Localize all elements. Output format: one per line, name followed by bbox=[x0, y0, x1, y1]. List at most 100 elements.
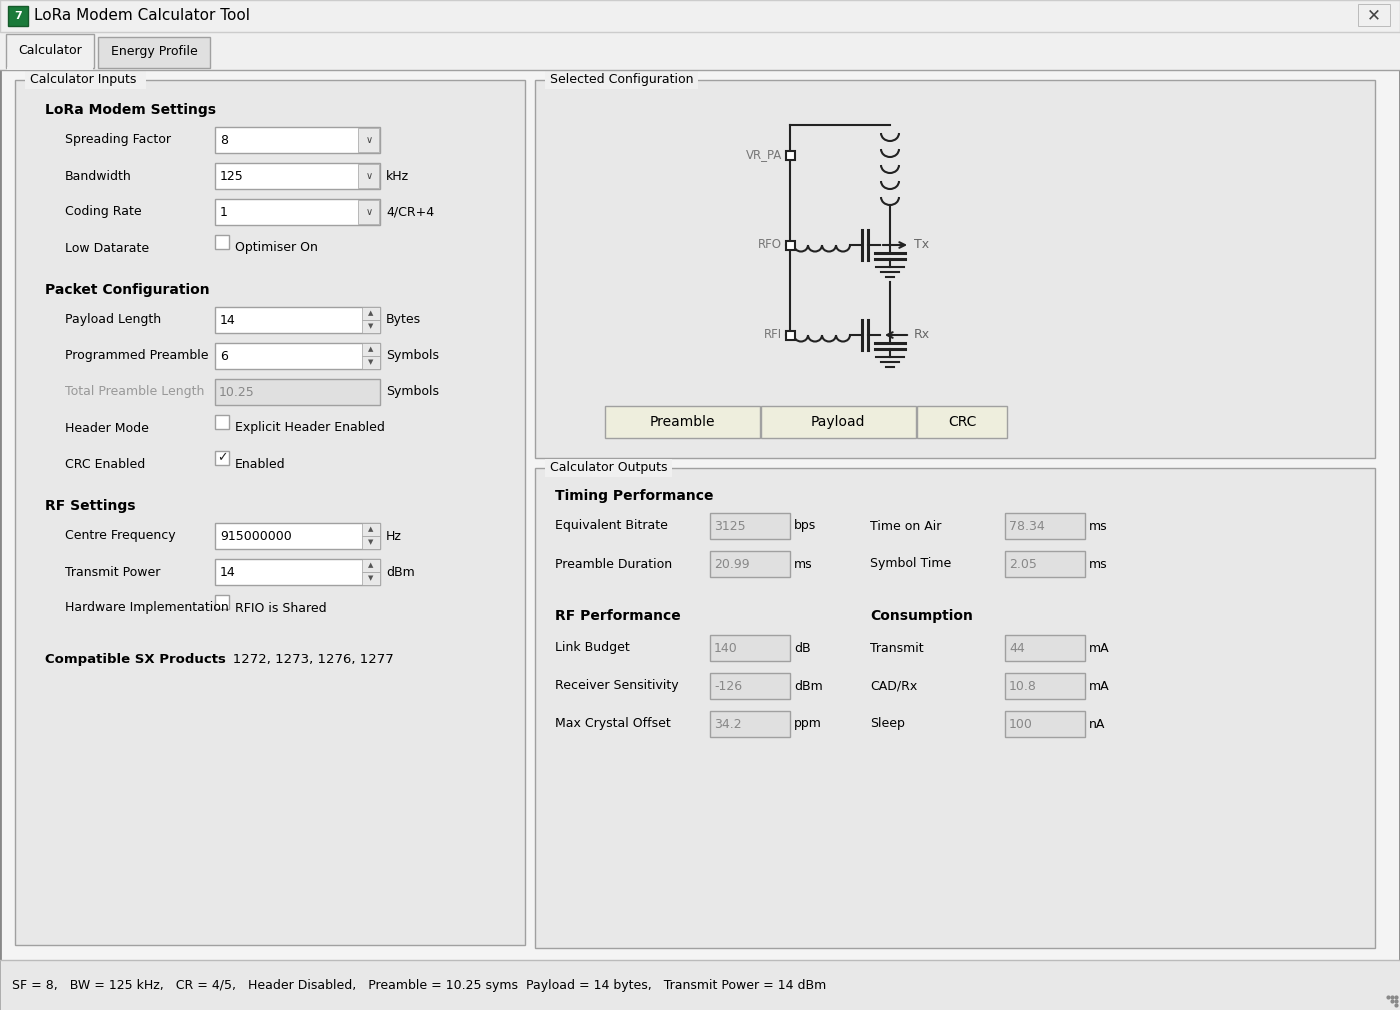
Text: Tx: Tx bbox=[914, 238, 930, 251]
Text: Payload: Payload bbox=[811, 415, 865, 429]
Text: Transmit: Transmit bbox=[869, 641, 924, 654]
Text: Energy Profile: Energy Profile bbox=[111, 45, 197, 59]
Text: 7: 7 bbox=[14, 11, 22, 21]
Text: ▲: ▲ bbox=[368, 526, 374, 532]
Text: Symbols: Symbols bbox=[386, 349, 440, 363]
Bar bbox=[0, 0, 1400, 32]
Bar bbox=[710, 513, 790, 539]
Text: ms: ms bbox=[794, 558, 812, 571]
Bar bbox=[363, 343, 379, 356]
Text: Preamble: Preamble bbox=[650, 415, 715, 429]
Text: ∨: ∨ bbox=[365, 135, 372, 145]
Text: 4/CR+4: 4/CR+4 bbox=[386, 205, 434, 218]
Text: Explicit Header Enabled: Explicit Header Enabled bbox=[235, 421, 385, 434]
Bar bbox=[216, 559, 379, 585]
Bar bbox=[1005, 711, 1085, 737]
Bar bbox=[358, 164, 379, 188]
Text: ▼: ▼ bbox=[368, 539, 374, 545]
Bar bbox=[6, 34, 94, 68]
Text: RFO: RFO bbox=[757, 238, 783, 251]
Bar bbox=[710, 711, 790, 737]
Text: Sleep: Sleep bbox=[869, 717, 904, 730]
Bar bbox=[216, 163, 379, 189]
Bar bbox=[545, 459, 672, 477]
Text: mA: mA bbox=[1089, 641, 1110, 654]
Text: 14: 14 bbox=[220, 566, 235, 579]
Text: 1: 1 bbox=[220, 205, 228, 218]
Text: 14: 14 bbox=[220, 313, 235, 326]
Bar bbox=[363, 536, 379, 549]
Text: Receiver Sensitivity: Receiver Sensitivity bbox=[554, 680, 679, 693]
Text: Link Budget: Link Budget bbox=[554, 641, 630, 654]
Text: VR_PA: VR_PA bbox=[746, 148, 783, 162]
Text: dBm: dBm bbox=[794, 680, 823, 693]
Text: CAD/Rx: CAD/Rx bbox=[869, 680, 917, 693]
Text: Total Preamble Length: Total Preamble Length bbox=[64, 386, 204, 399]
Text: nA: nA bbox=[1089, 717, 1106, 730]
Bar bbox=[605, 406, 760, 438]
Text: Enabled: Enabled bbox=[235, 458, 286, 471]
Text: Calculator Outputs: Calculator Outputs bbox=[550, 462, 668, 475]
Text: ∨: ∨ bbox=[365, 171, 372, 181]
Bar bbox=[762, 406, 916, 438]
Text: Hz: Hz bbox=[386, 529, 402, 542]
Text: Centre Frequency: Centre Frequency bbox=[64, 529, 175, 542]
Text: 3125: 3125 bbox=[714, 519, 746, 532]
Text: ▼: ▼ bbox=[368, 576, 374, 582]
Text: ▼: ▼ bbox=[368, 323, 374, 329]
Bar bbox=[0, 960, 1400, 1010]
Bar bbox=[917, 406, 1007, 438]
Text: 20.99: 20.99 bbox=[714, 558, 749, 571]
Bar bbox=[363, 356, 379, 369]
Text: Symbol Time: Symbol Time bbox=[869, 558, 951, 571]
Text: -126: -126 bbox=[714, 680, 742, 693]
Text: Bandwidth: Bandwidth bbox=[64, 170, 132, 183]
Text: Packet Configuration: Packet Configuration bbox=[45, 283, 210, 297]
Text: 915000000: 915000000 bbox=[220, 529, 291, 542]
Text: 78.34: 78.34 bbox=[1009, 519, 1044, 532]
Text: Rx: Rx bbox=[914, 328, 930, 341]
Bar bbox=[216, 127, 379, 153]
Text: LoRa Modem Settings: LoRa Modem Settings bbox=[45, 103, 216, 117]
Text: Preamble Duration: Preamble Duration bbox=[554, 558, 672, 571]
Bar bbox=[363, 523, 379, 536]
Text: Coding Rate: Coding Rate bbox=[64, 205, 141, 218]
Text: Timing Performance: Timing Performance bbox=[554, 489, 714, 503]
Text: 8: 8 bbox=[220, 133, 228, 146]
Text: 100: 100 bbox=[1009, 717, 1033, 730]
Text: Bytes: Bytes bbox=[386, 313, 421, 326]
Text: Time on Air: Time on Air bbox=[869, 519, 941, 532]
Bar bbox=[785, 152, 795, 160]
Text: Max Crystal Offset: Max Crystal Offset bbox=[554, 717, 671, 730]
Bar bbox=[216, 199, 379, 225]
Text: mA: mA bbox=[1089, 680, 1110, 693]
Text: CRC Enabled: CRC Enabled bbox=[64, 458, 146, 471]
Text: 10.8: 10.8 bbox=[1009, 680, 1037, 693]
Text: Payload Length: Payload Length bbox=[64, 313, 161, 326]
Text: ppm: ppm bbox=[794, 717, 822, 730]
Text: Transmit Power: Transmit Power bbox=[64, 566, 161, 579]
Bar bbox=[1005, 635, 1085, 661]
Text: ∨: ∨ bbox=[365, 207, 372, 217]
Text: Calculator: Calculator bbox=[18, 44, 81, 58]
Text: dB: dB bbox=[794, 641, 811, 654]
Text: Consumption: Consumption bbox=[869, 609, 973, 623]
Text: Compatible SX Products: Compatible SX Products bbox=[45, 653, 225, 667]
Bar bbox=[358, 128, 379, 152]
Text: 1272, 1273, 1276, 1277: 1272, 1273, 1276, 1277 bbox=[220, 653, 393, 667]
Bar bbox=[785, 241, 795, 250]
Text: Optimiser On: Optimiser On bbox=[235, 241, 318, 255]
Text: RF Performance: RF Performance bbox=[554, 609, 680, 623]
Text: Programmed Preamble: Programmed Preamble bbox=[64, 349, 209, 363]
Bar bbox=[710, 635, 790, 661]
Bar bbox=[216, 235, 230, 249]
Bar bbox=[785, 331, 795, 340]
Bar bbox=[1005, 673, 1085, 699]
Text: 6: 6 bbox=[220, 349, 228, 363]
Bar bbox=[535, 80, 1375, 458]
Text: CRC: CRC bbox=[948, 415, 976, 429]
Bar bbox=[216, 595, 230, 609]
Bar bbox=[98, 37, 210, 68]
Text: Header Mode: Header Mode bbox=[64, 421, 148, 434]
Bar bbox=[363, 559, 379, 572]
